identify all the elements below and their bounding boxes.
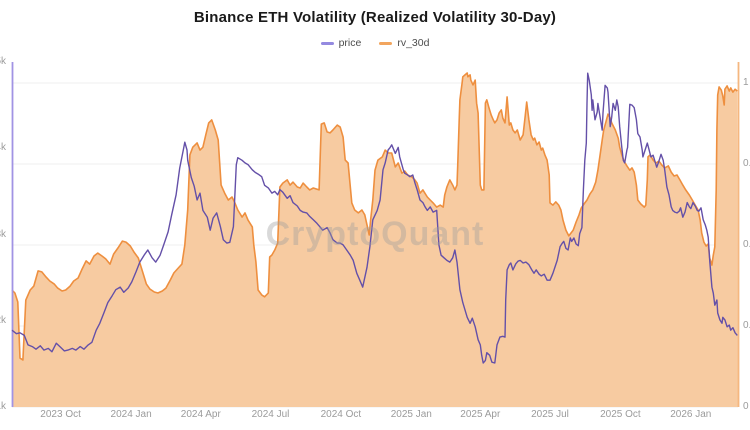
x-axis-tick-label: 2024 Apr	[180, 409, 221, 420]
x-axis-tick-label: 2024 Oct	[320, 409, 362, 420]
right-axis-tick-label: 0.75	[743, 158, 750, 169]
x-axis-tick-label: 2023 Oct	[40, 409, 81, 420]
right-axis-tick-label: 0	[743, 401, 749, 412]
legend-item-rv-30d[interactable]: rv_30d	[379, 37, 429, 49]
x-axis-tick-label: 2025 Jan	[390, 409, 432, 420]
x-axis-tick-label: 2025 Jul	[531, 409, 569, 420]
legend-label-price: price	[338, 37, 362, 49]
left-axis-tick-label: 5k	[0, 56, 6, 67]
x-axis-tick-label: 2026 Jan	[670, 409, 712, 420]
x-axis-tick-label: 2024 Jul	[251, 409, 290, 420]
legend-item-price[interactable]: price	[320, 37, 362, 49]
right-axis-tick-label: 0.5	[743, 239, 750, 250]
legend-label-rv-30d: rv_30d	[397, 37, 430, 49]
x-axis-tick-label: 2025 Oct	[600, 409, 641, 420]
chart-legend: price rv_30d	[0, 37, 750, 49]
left-axis-tick-label: 4k	[0, 142, 6, 154]
rv-30d-area-swatch-icon	[379, 41, 393, 45]
left-axis-tick-label: 1k	[0, 401, 6, 412]
right-axis-tick-label: 0.25	[743, 320, 750, 331]
x-axis-tick-label: 2025 Apr	[460, 409, 501, 420]
price-line-swatch-icon	[320, 41, 334, 45]
left-axis-tick-label: 2k	[0, 314, 6, 326]
x-axis-tick-label: 2024 Jan	[110, 409, 152, 420]
chart-title: Binance ETH Volatility (Realized Volatil…	[193, 9, 557, 26]
right-axis-tick-label: 1	[743, 77, 749, 88]
left-axis-tick-label: 3k	[0, 228, 6, 240]
